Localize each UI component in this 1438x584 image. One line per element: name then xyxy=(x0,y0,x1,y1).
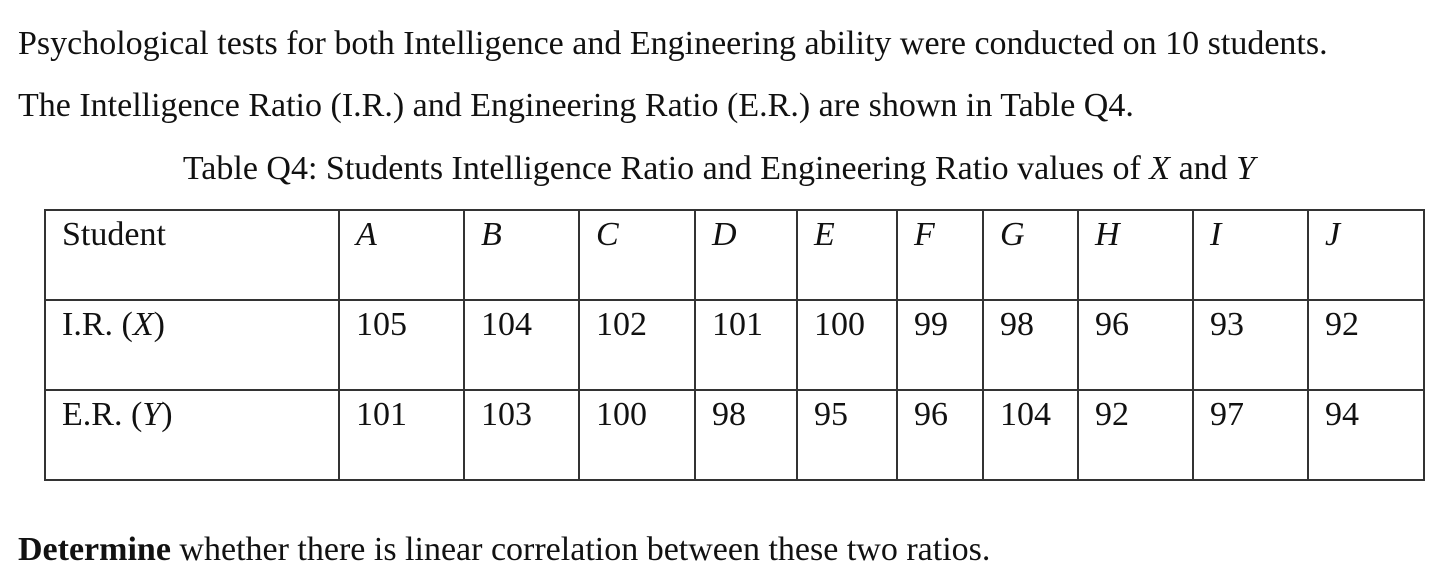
ir-cell: 96 xyxy=(1077,299,1194,391)
er-cell: 96 xyxy=(896,389,984,481)
question-rest: whether there is linear correlation betw… xyxy=(170,531,991,568)
table-row-er: E.R. (Y) 101 103 100 98 95 96 104 92 97 … xyxy=(44,389,1425,481)
ir-cell: 98 xyxy=(982,299,1079,391)
header-student: G xyxy=(982,209,1079,301)
table-caption: Table Q4: Students Intelligence Ratio an… xyxy=(0,149,1438,189)
er-cell: 98 xyxy=(694,389,798,481)
row-label-er-suffix: ) xyxy=(161,396,173,433)
ir-cell: 104 xyxy=(463,299,580,391)
caption-prefix: Table Q4: Students Intelligence Ratio an… xyxy=(182,150,1150,187)
header-student-label: Student xyxy=(44,209,340,301)
ir-cell: 102 xyxy=(578,299,696,391)
er-cell: 104 xyxy=(982,389,1079,481)
er-cell: 101 xyxy=(338,389,465,481)
caption-var-x: X xyxy=(1149,150,1171,187)
header-student: E xyxy=(796,209,898,301)
ir-cell: 99 xyxy=(896,299,984,391)
header-student: H xyxy=(1077,209,1194,301)
question-text: Determine whether there is linear correl… xyxy=(18,530,990,570)
header-student: F xyxy=(896,209,984,301)
ir-cell: 93 xyxy=(1192,299,1309,391)
er-cell: 94 xyxy=(1307,389,1425,481)
header-student: A xyxy=(338,209,465,301)
table-row-ir: I.R. (X) 105 104 102 101 100 99 98 96 93… xyxy=(44,299,1425,391)
ir-cell: 100 xyxy=(796,299,898,391)
question-bold: Determine xyxy=(18,531,171,568)
header-student: I xyxy=(1192,209,1309,301)
row-label-ir-suffix: ) xyxy=(153,306,165,343)
row-label-er-var: Y xyxy=(142,396,162,433)
header-student: C xyxy=(578,209,696,301)
intro-line-2: The Intelligence Ratio (I.R.) and Engine… xyxy=(18,87,1134,124)
row-label-er-prefix: E.R. ( xyxy=(62,396,143,433)
ir-cell: 101 xyxy=(694,299,798,391)
row-label-er: E.R. (Y) xyxy=(44,389,340,481)
er-cell: 100 xyxy=(578,389,696,481)
ir-cell: 92 xyxy=(1307,299,1425,391)
caption-and: and xyxy=(1170,150,1237,187)
row-label-ir: I.R. (X) xyxy=(44,299,340,391)
row-label-ir-var: X xyxy=(132,306,154,343)
intro-line-1: Psychological tests for both Intelligenc… xyxy=(18,25,1328,62)
ir-cell: 105 xyxy=(338,299,465,391)
er-cell: 95 xyxy=(796,389,898,481)
table-header-row: Student A B C D E F G H I J xyxy=(44,209,1425,301)
er-cell: 97 xyxy=(1192,389,1309,481)
er-cell: 103 xyxy=(463,389,580,481)
header-student: J xyxy=(1307,209,1425,301)
caption-var-y: Y xyxy=(1236,150,1256,187)
header-student: B xyxy=(463,209,580,301)
header-student: D xyxy=(694,209,798,301)
row-label-ir-prefix: I.R. ( xyxy=(62,306,133,343)
er-cell: 92 xyxy=(1077,389,1194,481)
data-table: Student A B C D E F G H I J I.R. (X) 105… xyxy=(44,209,1425,481)
